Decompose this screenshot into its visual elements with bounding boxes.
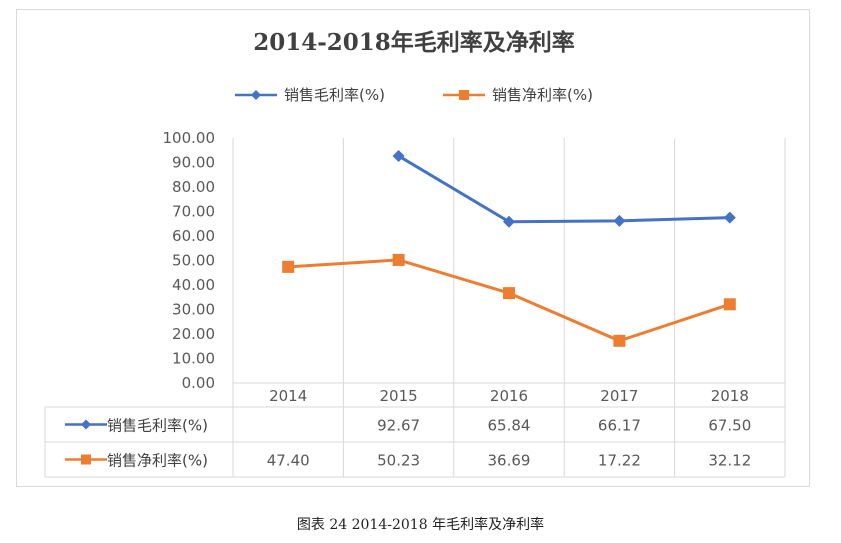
table-legend-marker-0 (81, 419, 91, 430)
y-tick-label: 30.00 (172, 301, 215, 319)
y-tick-label: 100.00 (163, 129, 216, 147)
table-cell: 67.50 (708, 417, 751, 435)
table-cell: 92.67 (377, 417, 420, 435)
series-line-0 (397, 154, 730, 224)
data-point-0-1 (392, 149, 405, 162)
x-tick-label: 2015 (380, 387, 418, 405)
table-cell: 50.23 (377, 452, 420, 470)
y-tick-label: 70.00 (172, 203, 215, 221)
legend-marker-0 (251, 90, 261, 100)
y-tick-label: 90.00 (172, 154, 215, 172)
table-cell: 36.69 (488, 452, 531, 470)
chart-frame: 2014-2018年毛利率及净利率销售毛利率(%) 销售净利率(%) 0.00 10.… (16, 9, 810, 487)
x-tick-label: 2014 (269, 387, 307, 405)
data-point-1-2 (503, 287, 515, 300)
chart-title: 2014-2018年毛利率及净利率 (253, 29, 575, 56)
y-tick-label: 0.00 (182, 374, 215, 392)
table-cell: 17.22 (598, 452, 641, 470)
data-point-1-4 (723, 298, 736, 311)
legend-label-1: 销售净利率(%) (492, 86, 593, 104)
data-point-1-1 (392, 253, 405, 266)
y-tick-label: 20.00 (172, 325, 215, 343)
data-point-0-3 (613, 214, 626, 227)
figure-caption: 图表 24 2014-2018 年毛利率及净利率 (296, 517, 545, 533)
y-tick-label: 60.00 (172, 227, 215, 245)
x-tick-label: 2018 (711, 387, 749, 405)
table-cell: 32.12 (708, 452, 751, 470)
y-tick-label: 10.00 (172, 350, 215, 368)
series-line-1 (288, 258, 731, 343)
y-tick-label: 80.00 (172, 178, 215, 196)
data-point-1-0 (282, 260, 295, 273)
x-tick-label: 2016 (490, 387, 528, 405)
table-cell: 47.40 (267, 452, 310, 470)
table-row-label-0: 销售毛利率(%) (107, 417, 208, 435)
y-tick-label: 40.00 (172, 276, 215, 294)
data-point-1-3 (613, 334, 626, 347)
x-tick-label: 2017 (600, 387, 638, 405)
table-cell: 65.84 (488, 417, 531, 435)
table-row-label-1: 销售净利率(%) (107, 452, 208, 470)
y-tick-label: 50.00 (172, 252, 215, 270)
legend-label-0: 销售毛利率(%) (284, 86, 385, 104)
legend-marker-1 (459, 90, 469, 100)
table-cell: 66.17 (598, 417, 641, 435)
data-point-0-4 (723, 211, 736, 224)
data-point-0-2 (503, 215, 515, 228)
table-legend-marker-1 (81, 454, 91, 465)
